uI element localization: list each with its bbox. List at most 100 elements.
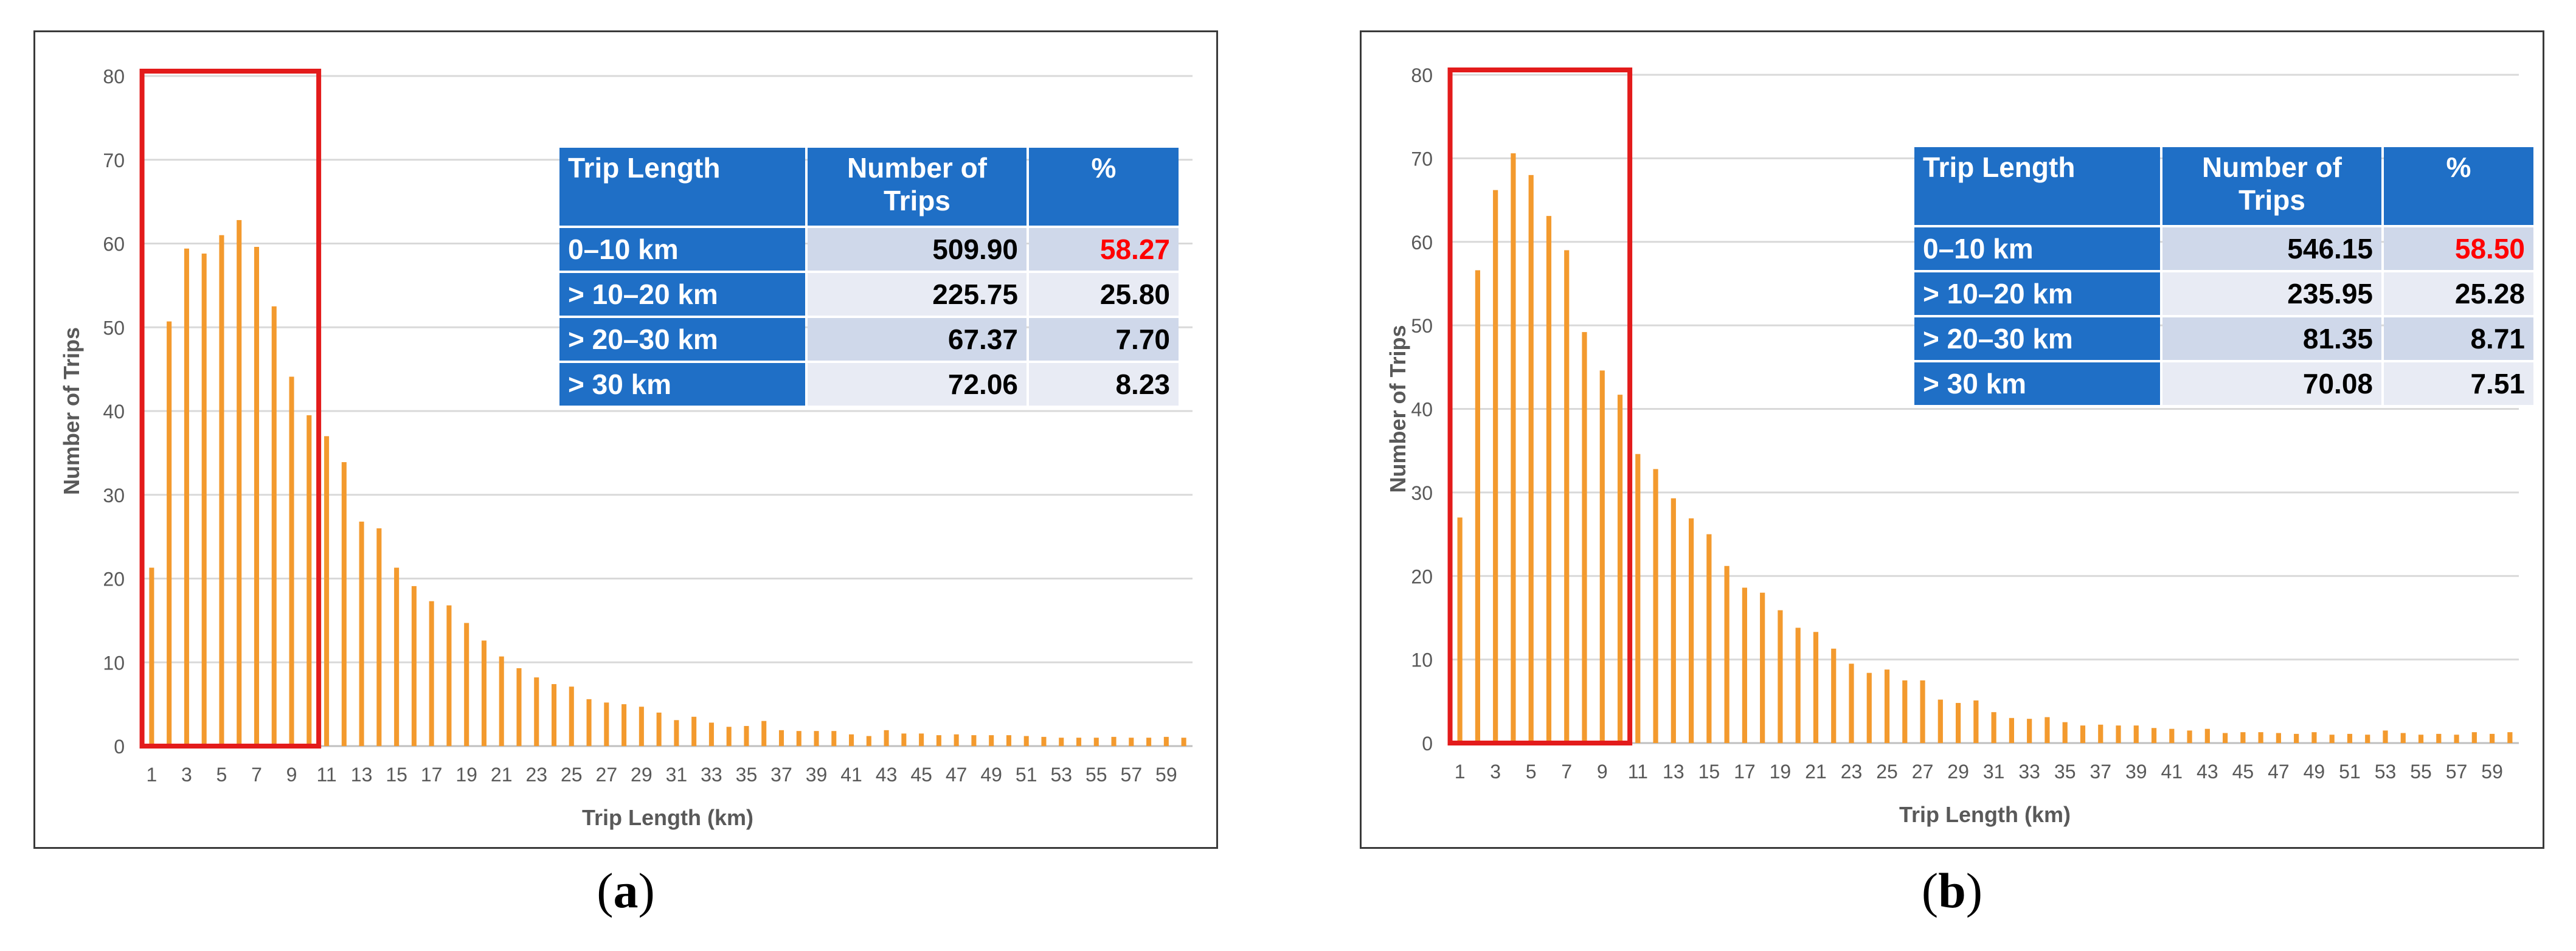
- bar: [971, 735, 977, 746]
- row-percent-highlight: 58.50: [2384, 227, 2533, 270]
- bar: [499, 656, 504, 746]
- table-header-trip-length: Trip Length: [559, 148, 805, 226]
- x-tick-label: 45: [910, 764, 932, 786]
- bar: [1671, 498, 1676, 743]
- x-tick-label: 37: [2090, 761, 2111, 783]
- table-header-percent: %: [1029, 148, 1179, 226]
- row-percent: 25.80: [1029, 273, 1179, 316]
- x-tick-label: 17: [421, 764, 443, 786]
- y-tick-label: 50: [103, 317, 125, 339]
- bar: [1884, 669, 1890, 743]
- bar: [849, 734, 854, 746]
- bar: [1617, 395, 1623, 743]
- bar: [306, 415, 312, 746]
- caption-close: ): [638, 863, 655, 918]
- bar: [569, 686, 574, 746]
- bar: [271, 306, 277, 746]
- trip-length-table-a: Trip Length Number of Trips % 0–10 km 50…: [557, 145, 1181, 408]
- bar: [936, 735, 941, 746]
- bar: [2009, 718, 2014, 743]
- bar: [1742, 587, 1747, 743]
- bar: [1635, 454, 1641, 743]
- bar: [656, 712, 662, 746]
- x-tick-label: 31: [666, 764, 688, 786]
- bar: [989, 735, 994, 746]
- bar: [814, 731, 819, 746]
- row-percent: 7.70: [1029, 318, 1179, 361]
- x-axis-title: Trip Length (km): [1899, 802, 2071, 827]
- bar: [1546, 216, 1552, 743]
- bar: [1991, 712, 1996, 743]
- bar: [167, 321, 172, 746]
- bar: [551, 684, 557, 746]
- bar: [324, 436, 330, 746]
- y-tick-label: 30: [103, 485, 125, 507]
- y-axis-title: Number of Trips: [59, 327, 84, 495]
- y-tick-label: 60: [103, 233, 125, 255]
- x-tick-label: 59: [2481, 761, 2503, 783]
- x-tick-label: 11: [1628, 761, 1648, 783]
- x-tick-label: 31: [1983, 761, 2005, 783]
- x-tick-label: 15: [386, 764, 407, 786]
- bar: [254, 247, 260, 746]
- x-tick-label: 35: [2054, 761, 2076, 783]
- x-tick-label: 41: [2161, 761, 2183, 783]
- bar: [778, 730, 784, 746]
- x-tick-label: 19: [455, 764, 477, 786]
- row-label: > 30 km: [1914, 362, 2160, 405]
- bar: [1920, 680, 1925, 743]
- bar: [1689, 518, 1694, 743]
- x-tick-label: 39: [2125, 761, 2147, 783]
- highlight-frame: [139, 69, 322, 749]
- bar: [2062, 722, 2068, 743]
- bar: [1831, 648, 1837, 743]
- table-row: 0–10 km 546.15 58.50: [1914, 227, 2533, 270]
- bar: [2436, 733, 2442, 743]
- bar: [2347, 733, 2353, 743]
- table-row: > 20–30 km 81.35 8.71: [1914, 317, 2533, 360]
- caption-open: (: [597, 863, 614, 918]
- bar: [831, 731, 837, 746]
- x-tick-label: 39: [806, 764, 828, 786]
- x-tick-label: 23: [1841, 761, 1863, 783]
- y-tick-label: 10: [103, 652, 125, 674]
- x-tick-label: 29: [1947, 761, 1969, 783]
- bar: [2258, 732, 2263, 743]
- x-tick-label: 57: [1121, 764, 1143, 786]
- y-tick-label: 40: [1411, 399, 1433, 421]
- y-tick-label: 60: [1411, 232, 1433, 254]
- y-tick-label: 0: [1422, 733, 1433, 755]
- bar: [586, 699, 592, 746]
- bar: [1023, 736, 1029, 746]
- row-percent: 25.28: [2384, 272, 2533, 315]
- bar: [639, 707, 644, 746]
- bar: [2329, 735, 2335, 743]
- x-tick-label: 41: [840, 764, 862, 786]
- row-percent: 8.71: [2384, 317, 2533, 360]
- x-tick-label: 51: [2339, 761, 2361, 783]
- bar: [744, 725, 749, 746]
- table-header-number-of-trips: Number of Trips: [808, 148, 1027, 226]
- bar: [2507, 732, 2513, 743]
- bar: [2151, 728, 2157, 743]
- bar: [2098, 724, 2103, 743]
- bar: [2080, 725, 2086, 743]
- bar: [2187, 730, 2192, 743]
- x-tick-label: 29: [631, 764, 653, 786]
- row-label: > 10–20 km: [1914, 272, 2160, 315]
- bar: [674, 720, 679, 746]
- bar: [2045, 717, 2050, 743]
- bar: [2471, 732, 2477, 743]
- bar: [708, 722, 714, 746]
- y-tick-label: 70: [103, 150, 125, 171]
- x-tick-label: 27: [596, 764, 618, 786]
- bar: [446, 605, 452, 746]
- bar: [341, 462, 347, 746]
- bar: [516, 668, 522, 746]
- row-trips: 72.06: [808, 363, 1027, 406]
- y-tick-label: 10: [1411, 649, 1433, 671]
- bar: [1457, 517, 1463, 743]
- table-row: > 20–30 km 67.37 7.70: [559, 318, 1179, 361]
- x-tick-label: 43: [2197, 761, 2218, 783]
- bar: [1849, 663, 1854, 743]
